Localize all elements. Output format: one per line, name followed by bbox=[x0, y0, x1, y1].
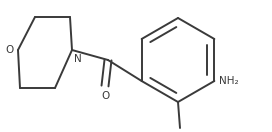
Text: O: O bbox=[6, 45, 14, 55]
Text: O: O bbox=[101, 91, 109, 101]
Text: NH₂: NH₂ bbox=[220, 76, 239, 86]
Text: N: N bbox=[74, 54, 82, 64]
